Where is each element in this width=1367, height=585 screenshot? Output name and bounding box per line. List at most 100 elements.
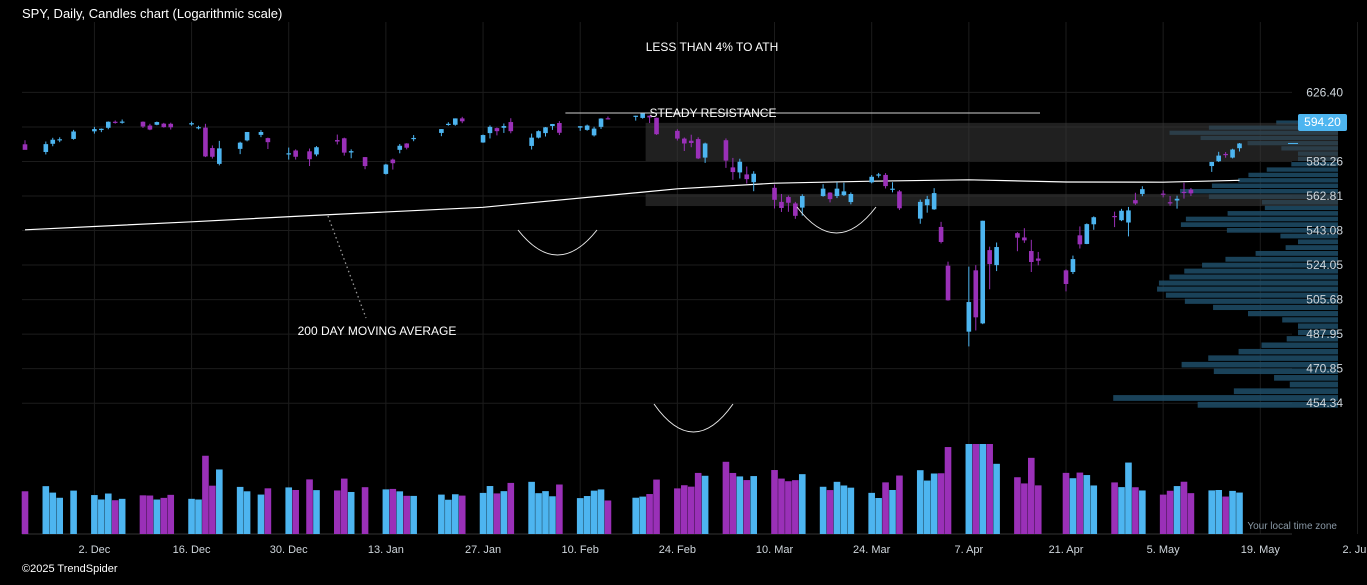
candle-body: [501, 126, 507, 128]
candle-body: [314, 147, 319, 155]
candle-body: [154, 122, 160, 125]
volume-bar: [1028, 457, 1035, 534]
candle-body: [1216, 155, 1221, 162]
volume-bar: [1159, 494, 1167, 534]
volume-bar: [889, 489, 896, 534]
candle-body: [744, 174, 750, 180]
volume-bar: [722, 461, 730, 534]
volume-profile-bar: [1227, 211, 1338, 216]
volume-bar: [576, 498, 584, 534]
volume-bar: [944, 447, 952, 534]
candle-body: [702, 143, 708, 158]
volume-bar: [42, 486, 50, 534]
volume-bar: [1069, 478, 1077, 534]
volume-profile-bar: [1291, 162, 1338, 167]
candle-body: [994, 247, 999, 266]
candle-body: [203, 127, 208, 157]
volume-bar: [896, 475, 903, 534]
candle-body: [1237, 143, 1242, 149]
volume-bar: [798, 474, 806, 534]
candle-body: [883, 174, 888, 187]
candle-body: [286, 153, 292, 155]
volume-bar: [1180, 481, 1188, 534]
candle-body: [196, 127, 201, 129]
resistance-label: STEADY RESISTANCE: [650, 106, 777, 120]
y-tick-label: 583.26: [1306, 154, 1343, 168]
volume-bar: [1034, 485, 1042, 534]
candle-body: [598, 118, 604, 127]
y-tick-label: 626.40: [1306, 85, 1343, 99]
candle-body: [265, 138, 271, 143]
x-tick-label: 10. Mar: [756, 544, 794, 556]
copyright: ©2025 TrendSpider: [22, 563, 118, 575]
volume-bar: [49, 492, 57, 534]
volume-profile-bar: [1285, 245, 1338, 250]
candle-body: [987, 250, 992, 265]
volume-profile-bar: [1298, 329, 1338, 336]
candle-body: [99, 128, 104, 131]
candle-body: [917, 201, 923, 219]
volume-bar: [209, 485, 216, 534]
volume-bar: [1076, 472, 1084, 534]
volume-bar: [458, 495, 466, 534]
volume-profile-bar: [1266, 167, 1338, 172]
volume-bar: [104, 493, 112, 534]
candle-body: [557, 123, 562, 133]
candle-body: [675, 130, 680, 139]
volume-bar: [653, 479, 660, 534]
x-tick-label: 24. Mar: [853, 544, 891, 556]
candle-body: [793, 203, 798, 216]
volume-bar: [98, 499, 105, 534]
volume-bar: [313, 490, 320, 534]
candle-body: [335, 140, 340, 142]
candle-body: [1084, 224, 1090, 244]
candle-body: [112, 121, 118, 123]
volume-bar: [1139, 490, 1146, 534]
volume-bar: [681, 485, 688, 534]
y-tick-label: 505.68: [1306, 293, 1343, 307]
volume-profile-bar: [1184, 268, 1338, 274]
candle-body: [237, 142, 243, 149]
volume-profile-bar: [1181, 361, 1338, 368]
candle-body: [841, 191, 847, 196]
volume-bar: [632, 497, 640, 534]
ma-pointer: [327, 215, 367, 319]
candle-body: [1077, 235, 1083, 245]
candle-body: [293, 150, 298, 157]
volume-profile-bar: [1233, 388, 1338, 395]
volume-profile-bar: [1113, 395, 1338, 401]
volume-bar: [340, 478, 348, 534]
x-tick-label: 2. Dec: [79, 544, 111, 556]
x-tick-label: 21. Apr: [1049, 544, 1084, 556]
timezone-note[interactable]: Your local time zone: [1247, 521, 1337, 532]
candle-body: [584, 125, 590, 130]
candle-body: [161, 123, 167, 128]
volume-bar: [965, 444, 973, 534]
candle-body: [890, 188, 895, 190]
candle-body: [411, 137, 416, 140]
volume-bar: [500, 491, 508, 534]
candle-body: [452, 118, 458, 125]
candle-body: [869, 176, 874, 183]
candle-body: [217, 148, 222, 164]
candle-body: [924, 199, 930, 206]
volume-profile-bar: [1298, 323, 1338, 329]
volume-bar: [56, 497, 63, 534]
volume-bar: [937, 473, 945, 534]
volume-bar: [146, 495, 154, 534]
volume-bar: [750, 476, 757, 534]
volume-bar: [847, 487, 855, 534]
volume-bar: [701, 475, 709, 534]
candle-body: [966, 302, 972, 332]
volume-bar: [792, 480, 799, 534]
candle-body: [92, 129, 97, 132]
candle-body: [189, 123, 194, 125]
candle-body: [938, 226, 944, 242]
volume-bar: [202, 455, 209, 534]
volume-profile-bar: [1274, 375, 1338, 381]
candle-body: [827, 192, 833, 200]
volume-bar: [923, 480, 931, 534]
volume-bar: [743, 480, 751, 534]
candle-body: [168, 123, 174, 128]
volume-bar: [1236, 492, 1243, 534]
